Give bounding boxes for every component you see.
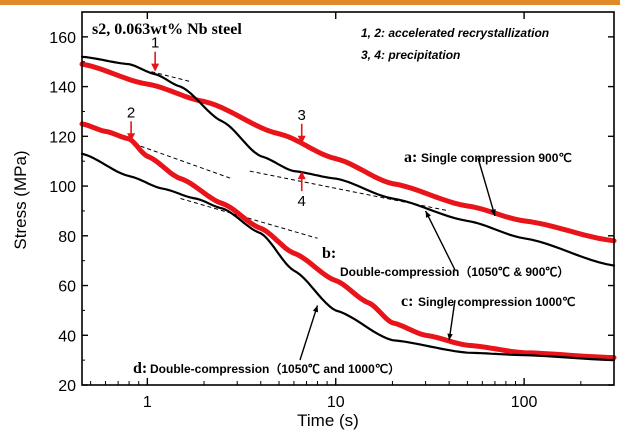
pointer-b-line xyxy=(424,210,456,271)
chart-title: s2, 0.063wt% Nb steel xyxy=(92,21,242,38)
marker-number-2: 2 xyxy=(127,104,135,121)
x-axis-label: Time (s) xyxy=(297,411,359,430)
y-tick-label-160: 160 xyxy=(49,30,76,47)
label-a-text: Single compression 900℃ xyxy=(421,151,572,165)
y-axis-label: Stress (MPa) xyxy=(11,150,30,249)
tangent-line-1 xyxy=(151,71,191,83)
y-tick-label-40: 40 xyxy=(58,328,76,345)
label-d-letter: d: xyxy=(133,360,147,377)
marker-arrowhead-4 xyxy=(297,171,306,180)
label-a: a: Single compression 900℃ xyxy=(404,149,572,166)
marker-number-1: 1 xyxy=(151,35,159,52)
y-tick-label-60: 60 xyxy=(58,279,76,296)
pointer-b-head xyxy=(425,210,431,218)
series-line-a xyxy=(79,61,617,244)
x-tick-label-1: 1 xyxy=(143,394,152,411)
label-b-letter: b: xyxy=(322,245,336,262)
label-c-letter: c: xyxy=(401,293,413,310)
y-tick-label-120: 120 xyxy=(49,129,76,146)
y-tick-label-80: 80 xyxy=(58,229,76,246)
note-recrystallization: 1, 2: accelerated recrystallization xyxy=(361,26,549,40)
tangent-line-2 xyxy=(133,143,232,180)
label-b-text: Double-compression（1050℃ & 900℃） xyxy=(340,264,569,279)
pointer-d-line xyxy=(299,305,319,361)
marker-arrowhead-3 xyxy=(297,135,306,144)
y-tick-label-100: 100 xyxy=(49,179,76,196)
label-b: b: Double-compression（1050℃ & 900℃） xyxy=(322,245,569,279)
marker-number-4: 4 xyxy=(298,193,306,210)
note-precipitation: 3, 4: precipitation xyxy=(361,48,460,62)
marker-number-3: 3 xyxy=(298,107,306,124)
label-c: c: Single compression 1000℃ xyxy=(401,293,576,310)
pointer-a-line xyxy=(477,157,496,217)
pointer-d-head xyxy=(312,305,319,313)
plot-frame xyxy=(81,11,615,386)
pointer-a-head xyxy=(490,208,496,216)
axis-layer: 20 40 60 80 100 120 140 160 1 10 100 xyxy=(49,12,615,411)
x-tick-label-10: 10 xyxy=(327,394,345,411)
series-line-c xyxy=(79,121,617,361)
pointer-c-line xyxy=(448,299,456,341)
y-tick-label-20: 20 xyxy=(58,378,76,395)
series-line-d xyxy=(80,152,616,362)
label-d-text: Double-compression（1050℃ and 1000℃） xyxy=(150,361,400,376)
series-line-b xyxy=(80,55,616,267)
label-d: d: Double-compression（1050℃ and 1000℃） xyxy=(133,360,400,377)
marker-arrowhead-2 xyxy=(127,133,136,142)
x-tick-label-100: 100 xyxy=(511,394,538,411)
marker-arrowhead-1 xyxy=(151,63,160,72)
label-a-letter: a: xyxy=(404,149,417,166)
top-strip xyxy=(0,0,620,5)
pointer-c-head xyxy=(447,333,453,341)
y-tick-label-140: 140 xyxy=(49,80,76,97)
label-c-text: Single compression 1000℃ xyxy=(418,295,576,309)
tangent-line-3 xyxy=(180,198,318,239)
plot-layer: 1 2 3 4 xyxy=(79,35,617,362)
